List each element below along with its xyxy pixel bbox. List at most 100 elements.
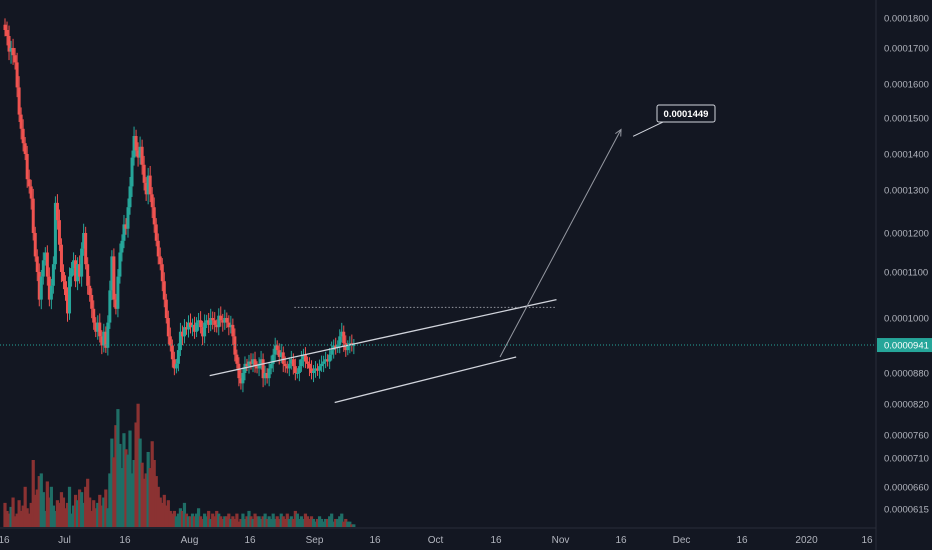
volume-bar bbox=[324, 518, 328, 527]
candle-body bbox=[57, 220, 61, 245]
candle-body bbox=[255, 366, 259, 369]
volume-bar bbox=[65, 502, 70, 527]
volume-bar bbox=[35, 489, 39, 527]
volume-bar bbox=[180, 510, 185, 527]
volume-bar bbox=[305, 516, 310, 527]
volume-bar bbox=[132, 460, 136, 527]
volume-bar bbox=[315, 518, 320, 527]
candle-body bbox=[229, 324, 233, 328]
volume-bar bbox=[211, 513, 215, 527]
candle-body bbox=[41, 260, 45, 277]
price-tick-label: 0.0000660 bbox=[884, 483, 929, 494]
volume-bar bbox=[140, 462, 144, 527]
candle-body bbox=[45, 252, 49, 277]
candle-body bbox=[80, 248, 84, 277]
target-price-callout[interactable] bbox=[656, 104, 716, 123]
volume-bar bbox=[344, 518, 348, 527]
candle-body bbox=[241, 373, 245, 384]
candle-body bbox=[96, 322, 100, 332]
candle-body bbox=[136, 150, 140, 158]
candle-body bbox=[102, 331, 106, 346]
candle-body bbox=[197, 320, 201, 323]
candle-body bbox=[7, 36, 11, 52]
time-axis[interactable]: 16 Jul 16 Aug 16 Sep 16 Oct 16 Nov 16 Dec 16 2020 16 bbox=[0, 535, 873, 546]
volume-bar bbox=[166, 500, 170, 527]
volume-bar bbox=[259, 518, 263, 527]
candle-body bbox=[259, 359, 263, 364]
candle-body bbox=[277, 350, 281, 357]
price-tick-label: 0.0001400 bbox=[884, 150, 929, 161]
volume-bar bbox=[225, 516, 229, 527]
candle-body bbox=[132, 136, 136, 158]
volume-bar bbox=[194, 513, 199, 527]
candle-body bbox=[150, 194, 154, 208]
volume-bar bbox=[9, 506, 13, 527]
volume-bar bbox=[37, 476, 41, 527]
candle-body bbox=[51, 264, 55, 286]
drawings[interactable]: 0.0001449 bbox=[0, 104, 876, 404]
price-tick-label: 0.0000820 bbox=[884, 400, 929, 411]
volume-bar bbox=[301, 518, 306, 527]
volume-bar bbox=[247, 510, 251, 527]
candle-body bbox=[134, 136, 138, 151]
time-tick-label: Sep bbox=[306, 535, 324, 546]
volume-bar bbox=[196, 508, 201, 527]
candle-body bbox=[207, 320, 211, 325]
candle-body bbox=[106, 322, 110, 348]
volume-bar bbox=[182, 502, 187, 527]
candle-body bbox=[128, 186, 132, 208]
candle-body bbox=[70, 268, 74, 277]
candle-body bbox=[100, 336, 104, 346]
volume-bar bbox=[273, 518, 277, 527]
volume-bar bbox=[73, 494, 78, 527]
volume-bar bbox=[295, 513, 299, 527]
candle-body bbox=[172, 359, 176, 369]
volume-bar bbox=[233, 518, 237, 527]
volume-bar bbox=[130, 473, 134, 527]
candle-body bbox=[279, 352, 283, 357]
candle-body bbox=[176, 350, 180, 364]
candle-body bbox=[130, 157, 134, 187]
trendline[interactable] bbox=[334, 356, 517, 404]
volume-bar bbox=[293, 510, 297, 527]
candle-body bbox=[27, 179, 31, 187]
candle-body bbox=[203, 322, 207, 337]
volume-bar bbox=[108, 473, 112, 527]
candle-body bbox=[116, 276, 120, 309]
candle-body bbox=[39, 276, 43, 300]
volume-bar bbox=[277, 518, 281, 527]
volume-bar bbox=[75, 500, 80, 527]
volume-bar bbox=[251, 518, 255, 527]
candle-body bbox=[86, 264, 90, 286]
candle-body bbox=[301, 354, 305, 360]
volume-bar bbox=[118, 443, 122, 527]
candle-body bbox=[253, 359, 257, 367]
candle-body bbox=[19, 114, 23, 129]
volume-bar bbox=[15, 513, 19, 527]
volume-bar bbox=[271, 513, 275, 527]
time-tick-label: 16 bbox=[736, 535, 748, 546]
candle-body bbox=[72, 260, 76, 269]
trendline[interactable] bbox=[209, 298, 557, 377]
volume-bar bbox=[61, 497, 66, 527]
candle-body bbox=[324, 359, 328, 362]
candle-body bbox=[261, 359, 265, 379]
volume-bar bbox=[154, 476, 158, 527]
volume-bar bbox=[55, 500, 60, 527]
volume-bar bbox=[174, 516, 178, 527]
time-tick-label: 16 bbox=[861, 535, 873, 546]
candle-body bbox=[162, 281, 166, 300]
candle-body bbox=[88, 285, 92, 295]
price-axis[interactable]: 0.0001800 0.0001700 0.0001600 0.0001500 0.00… bbox=[884, 14, 929, 516]
volume-bar bbox=[223, 516, 227, 527]
volume-bar bbox=[164, 505, 168, 527]
candle-body bbox=[271, 354, 275, 364]
volume-bar bbox=[80, 492, 84, 527]
volume-bar bbox=[51, 505, 55, 527]
volume-bar bbox=[186, 516, 191, 527]
projection-arrow[interactable] bbox=[499, 129, 622, 358]
candle-body bbox=[108, 290, 112, 323]
volume-bar bbox=[160, 502, 164, 527]
candle-body bbox=[213, 320, 217, 325]
